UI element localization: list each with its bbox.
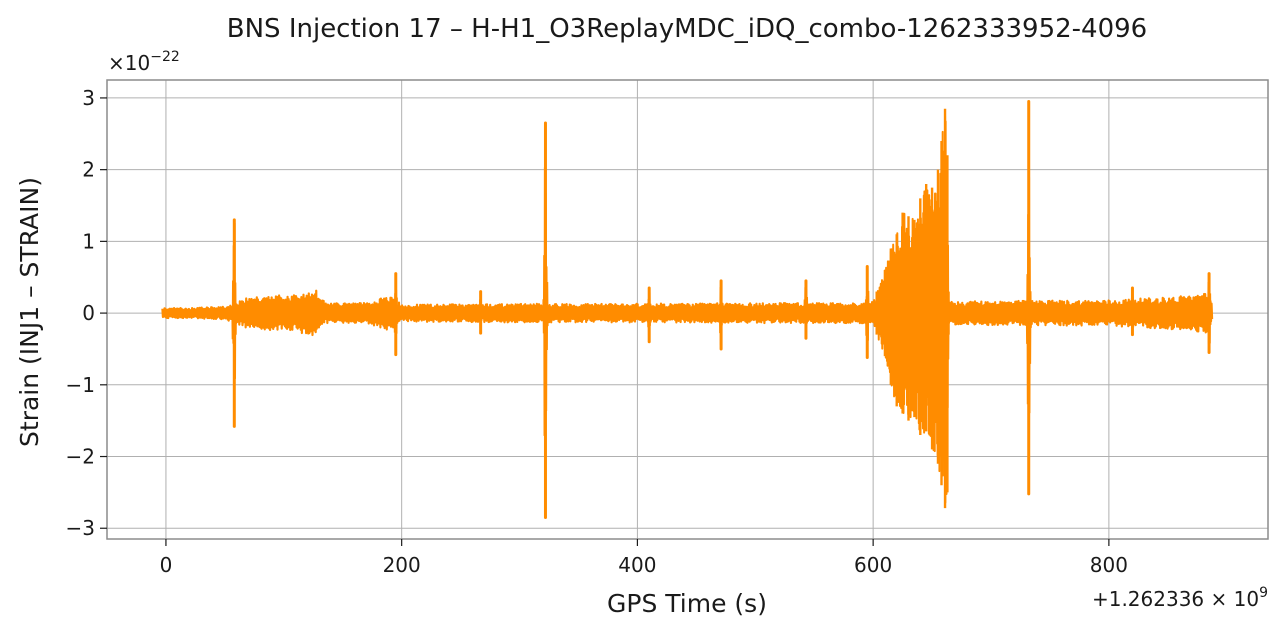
chart-title: BNS Injection 17 – H-H1_O3ReplayMDC_iDQ_…	[227, 14, 1147, 44]
x-tick-label: 400	[618, 553, 656, 577]
x-offset-label: +1.262336 × 109	[1092, 585, 1268, 611]
x-tick-label: 800	[1090, 553, 1128, 577]
y-tick-label: −1	[66, 373, 95, 397]
x-offset-exponent: 9	[1259, 585, 1268, 601]
y-tick-label: 1	[82, 229, 95, 253]
y-tick-label: −2	[66, 445, 95, 469]
y-axis-label: Strain (INJ1 – STRAIN)	[15, 177, 44, 447]
x-tick-label: 0	[160, 553, 173, 577]
axes-frame	[106, 79, 1269, 540]
x-tick-label: 600	[854, 553, 892, 577]
strain-noise-line	[161, 289, 1214, 337]
chirp-signal-line	[875, 115, 950, 504]
y-tick-label: 3	[82, 86, 95, 110]
x-tick-label: 200	[383, 553, 421, 577]
strain-series	[161, 100, 1214, 519]
y-scale-exponent: −22	[150, 49, 180, 65]
y-scale-label: ×10−22	[108, 49, 180, 75]
x-offset-prefix: +1.262336 × 10	[1092, 587, 1259, 611]
y-axis-ticks: −3 −2 −1 0 1 2 3	[66, 86, 107, 540]
x-axis-label: GPS Time (s)	[607, 589, 767, 618]
x-axis-ticks: 0 200 400 600 800	[160, 539, 1128, 577]
y-tick-label: 2	[82, 158, 95, 182]
y-scale-prefix: ×10	[108, 51, 150, 75]
y-tick-label: 0	[82, 301, 95, 325]
y-tick-label: −3	[66, 516, 95, 540]
